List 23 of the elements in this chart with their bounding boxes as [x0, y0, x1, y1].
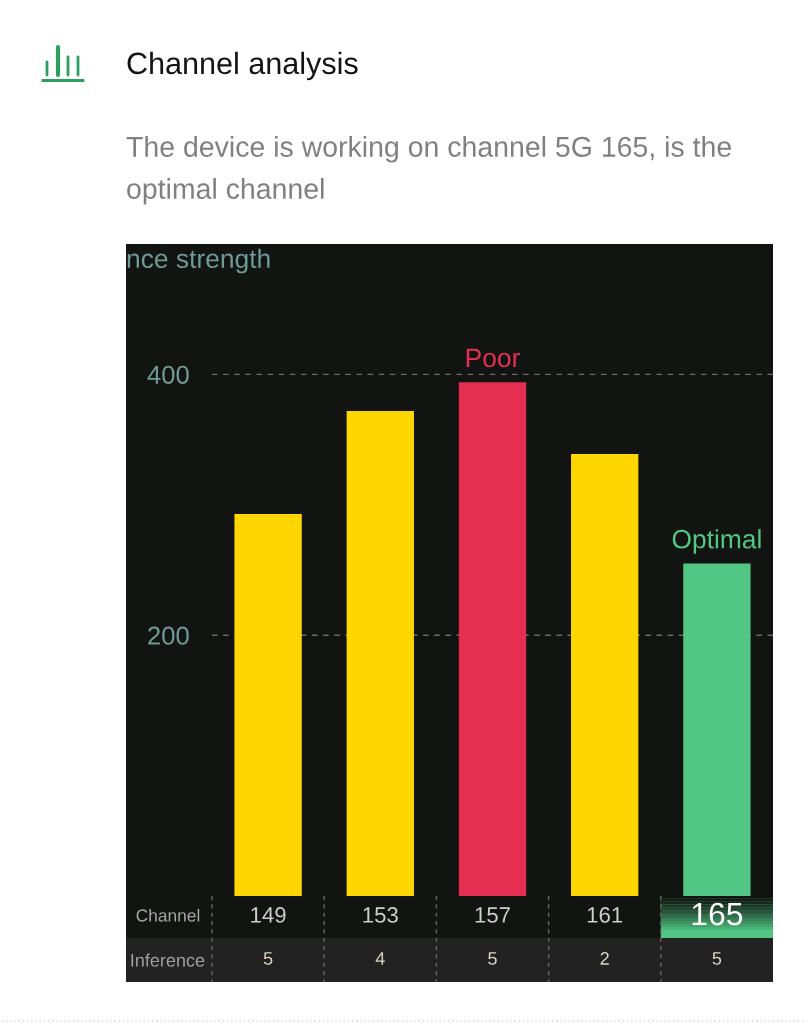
data-label: 5 [712, 952, 722, 965]
x-tick-label: 149 [251, 907, 286, 923]
y-tick-label: 400 [147, 365, 189, 384]
x-tick-label: 153 [363, 907, 398, 923]
x-tick-label: 165 [692, 902, 743, 926]
annotation: Optimal [672, 529, 761, 554]
data-label: 4 [375, 952, 385, 965]
y-tick-label: Inference [131, 953, 205, 967]
bar [234, 513, 302, 896]
data-label: 5 [263, 952, 273, 965]
x-tick-label: 157 [475, 907, 510, 923]
x-tick-label: 161 [587, 907, 623, 923]
data-label: 2 [600, 952, 609, 965]
bar [571, 453, 639, 896]
data-label: 5 [488, 952, 497, 965]
chart-title: Channel analysis [127, 51, 358, 81]
bar [346, 410, 414, 896]
x-axis-title: Channel [136, 908, 200, 922]
y-tick-label: 200 [148, 626, 189, 645]
chart-subtitle: The device is working on channel 5G 165, is the optimal channel [126, 136, 731, 205]
y-axis-title: nce strength [127, 248, 270, 274]
bar [458, 382, 527, 896]
annotation: Poor [466, 348, 520, 368]
